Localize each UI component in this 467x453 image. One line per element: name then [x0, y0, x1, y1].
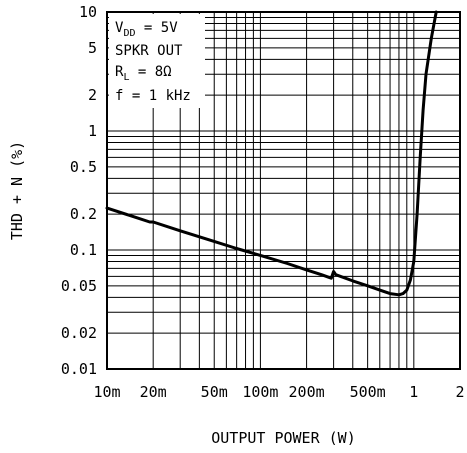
x-tick-label: 1 [409, 383, 418, 401]
x-tick-label: 2 [455, 383, 464, 401]
y-tick-label: 5 [88, 39, 97, 57]
x-tick-label: 200m [289, 383, 325, 401]
y-tick-label: 2 [88, 86, 97, 104]
y-tick-labels: 0.01 0.02 0.05 0.1 0.2 0.5 1 2 5 10 [61, 3, 97, 378]
y-axis-label: THD + N (%) [8, 141, 26, 240]
x-tick-label: 20m [140, 383, 167, 401]
series-line [105, 10, 438, 297]
y-tick-label: 0.05 [61, 277, 97, 295]
annotation-frequency: f = 1 kHz [115, 88, 191, 104]
x-tick-label: 500m [350, 383, 386, 401]
y-tick-label: 0.5 [70, 158, 97, 176]
annotation-vdd: VDD = 5V [115, 20, 178, 39]
x-tick-label: 100m [242, 383, 278, 401]
x-tick-label: 50m [201, 383, 228, 401]
annotations: VDD = 5V SPKR OUT RL = 8Ω f = 1 kHz [115, 20, 191, 104]
annotation-spkr-out: SPKR OUT [115, 43, 183, 59]
plot-frame [106, 11, 461, 370]
y-tick-label: 0.01 [61, 360, 97, 378]
x-axis-label: OUTPUT POWER (W) [211, 429, 356, 447]
x-tick-label: 10m [93, 383, 120, 401]
y-tick-label: 0.2 [70, 205, 97, 223]
y-tick-label: 0.02 [61, 324, 97, 342]
y-tick-label: 0.1 [70, 241, 97, 259]
y-tick-label: 1 [88, 122, 97, 140]
annotation-rl: RL = 8Ω [115, 64, 172, 83]
annotation-box [109, 14, 205, 108]
y-tick-label: 10 [79, 3, 97, 21]
x-tick-labels: 10m 20m 50m 100m 200m 500m 1 2 [93, 383, 464, 401]
